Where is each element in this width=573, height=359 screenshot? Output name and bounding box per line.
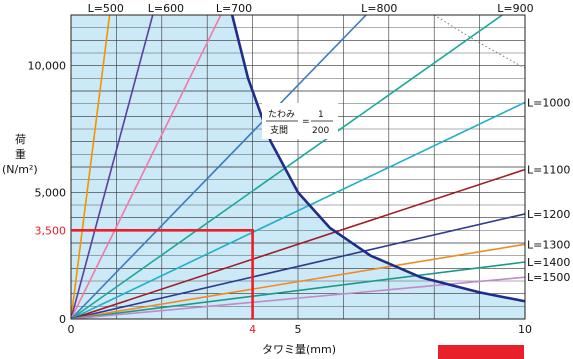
series-line-3	[71, 15, 367, 319]
limit-curve-line	[230, 15, 525, 303]
highlight-lines	[71, 229, 254, 319]
red-badge	[438, 345, 524, 359]
highlight-x-tick: 4	[249, 323, 256, 336]
x-tick-2: 10	[518, 323, 532, 336]
series-label-0: L=500	[88, 2, 124, 15]
plot-frame	[70, 14, 526, 320]
series-line-1	[71, 15, 154, 319]
series-label-6: L=1100	[527, 164, 570, 177]
series-line-8	[71, 243, 525, 319]
series-line-6	[71, 168, 525, 319]
y-tick-0: 0	[59, 313, 66, 326]
annotation-den: 200	[312, 126, 329, 136]
y-label-2: 重	[15, 147, 26, 161]
annotation-bottom: 支間	[270, 124, 288, 136]
y-tick-2: 10,000	[28, 60, 67, 73]
annotation-eq: =	[302, 117, 310, 127]
annotation-num: 1	[318, 110, 324, 120]
series-label-3: L=800	[361, 2, 397, 15]
y-label-1: 荷	[15, 133, 26, 146]
limit-curve	[230, 15, 525, 303]
y-tick-1: 5,000	[35, 186, 67, 199]
series-line-4	[71, 15, 503, 319]
series-line-2	[71, 15, 222, 319]
highlight-line	[71, 229, 254, 319]
ratio-annotation: たわみ 支間 = 1 200	[262, 103, 338, 139]
x-tick-1: 5	[295, 323, 302, 336]
axis-ticks: 0 5 10 0 5,000 10,000 4 3,500	[28, 60, 533, 336]
dotted-curve	[433, 15, 525, 69]
series-label-4: L=900	[497, 2, 533, 15]
series-label-1: L=600	[148, 2, 184, 15]
series-label-2: L=700	[216, 2, 252, 15]
y-label-3: (N/m²)	[2, 163, 38, 176]
series-label-7: L=1200	[527, 208, 570, 221]
series-line-5	[71, 101, 525, 319]
plot-grid	[71, 15, 525, 319]
series-label-9: L=1400	[527, 256, 570, 269]
series-line-0	[71, 15, 111, 319]
series-label-5: L=1000	[527, 96, 570, 109]
series-label-8: L=1300	[527, 238, 570, 251]
x-tick-0: 0	[68, 323, 75, 336]
series-label-10: L=1500	[527, 271, 570, 284]
series-lines	[71, 15, 525, 319]
series-labels: L=500 L=600 L=700 L=800 L=900 L=1000 L=1100 L=1…	[88, 2, 571, 284]
annotation-top: たわみ	[268, 109, 295, 120]
series-line-7	[71, 213, 525, 319]
x-axis-label: タワミ量(mm)	[262, 343, 336, 356]
series-line-9	[71, 261, 525, 319]
highlight-y-tick: 3,500	[35, 224, 67, 237]
